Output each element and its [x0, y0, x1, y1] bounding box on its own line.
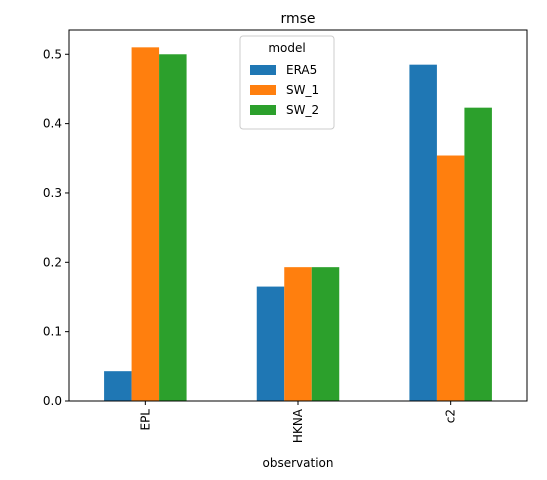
- legend-title: model: [268, 41, 305, 55]
- x-tick-label: EPL: [138, 409, 152, 431]
- y-axis: 0.0 0.1 0.2 0.3 0.4 0.5: [43, 47, 69, 408]
- bar-sw_2-c2: [464, 107, 492, 401]
- x-axis-label: observation: [263, 456, 334, 470]
- y-tick-label: 0.4: [43, 117, 62, 131]
- legend-swatch-sw_1: [250, 85, 276, 95]
- y-tick-label: 0.5: [43, 47, 62, 61]
- bar-sw_1-hkna: [284, 267, 312, 401]
- legend-label-sw_1: SW_1: [286, 83, 319, 97]
- bar-sw_1-c2: [436, 155, 465, 401]
- x-tick-label: c2: [444, 409, 458, 423]
- y-tick-label: 0.0: [43, 394, 62, 408]
- legend: model ERA5 SW_1 SW_2: [239, 35, 335, 130]
- bar-sw_1-epl: [131, 47, 160, 401]
- y-tick-label: 0.1: [43, 325, 62, 339]
- y-tick-label: 0.2: [43, 255, 62, 269]
- y-tick-label: 0.3: [43, 186, 62, 200]
- x-axis: EPL HKNA c2: [138, 401, 458, 443]
- legend-label-era5: ERA5: [286, 63, 317, 77]
- bar-sw_2-epl: [159, 54, 187, 401]
- x-tick-label: HKNA: [291, 408, 305, 443]
- bar-era5-c2: [409, 64, 437, 401]
- bars-group: [104, 47, 492, 401]
- bar-era5-epl: [104, 371, 132, 401]
- bar-sw_2-hkna: [311, 267, 340, 401]
- bar-era5-hkna: [256, 286, 285, 401]
- legend-swatch-era5: [250, 65, 276, 75]
- chart-title: rmse: [280, 11, 315, 27]
- legend-swatch-sw_2: [250, 105, 276, 115]
- legend-label-sw_2: SW_2: [286, 103, 319, 117]
